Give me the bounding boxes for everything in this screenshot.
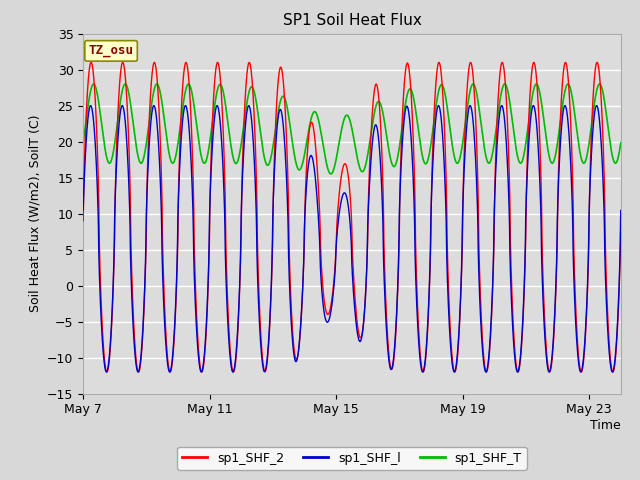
sp1_SHF_l	[410, 182, 417, 188]
sp1_SHF_T	[404, 89, 412, 95]
sp1_SHF_2	[404, 60, 412, 66]
sp1_SHF_2	[87, 60, 95, 65]
Y-axis label: Soil Heat Flux (W/m2), SoilT (C): Soil Heat Flux (W/m2), SoilT (C)	[29, 115, 42, 312]
sp1_SHF_T	[617, 140, 625, 145]
sp1_SHF_l	[191, 298, 199, 304]
sp1_SHF_T	[191, 112, 199, 118]
sp1_SHF_T	[327, 171, 335, 177]
sp1_SHF_2	[463, 82, 471, 88]
sp1_SHF_2	[410, 145, 417, 151]
Text: TZ_osu: TZ_osu	[88, 44, 134, 58]
Text: Time: Time	[590, 419, 621, 432]
sp1_SHF_T	[463, 104, 471, 109]
sp1_SHF_l	[79, 207, 87, 213]
sp1_SHF_2	[79, 218, 87, 224]
Title: SP1 Soil Heat Flux: SP1 Soil Heat Flux	[283, 13, 421, 28]
Line: sp1_SHF_l: sp1_SHF_l	[83, 106, 621, 372]
Legend: sp1_SHF_2, sp1_SHF_l, sp1_SHF_T: sp1_SHF_2, sp1_SHF_l, sp1_SHF_T	[177, 447, 527, 469]
sp1_SHF_2	[191, 281, 199, 287]
sp1_SHF_l	[404, 105, 412, 110]
sp1_SHF_l	[129, 303, 136, 309]
sp1_SHF_l	[617, 207, 625, 213]
sp1_SHF_l	[451, 369, 458, 375]
sp1_SHF_2	[617, 218, 625, 224]
sp1_SHF_T	[90, 81, 97, 87]
sp1_SHF_T	[410, 96, 417, 101]
sp1_SHF_l	[463, 116, 471, 122]
sp1_SHF_2	[165, 366, 173, 372]
sp1_SHF_l	[165, 368, 173, 373]
sp1_SHF_T	[79, 140, 87, 145]
sp1_SHF_2	[129, 287, 136, 292]
Line: sp1_SHF_T: sp1_SHF_T	[83, 84, 621, 174]
sp1_SHF_2	[609, 369, 617, 375]
sp1_SHF_l	[467, 103, 474, 108]
Line: sp1_SHF_2: sp1_SHF_2	[83, 62, 621, 372]
sp1_SHF_T	[165, 150, 173, 156]
sp1_SHF_T	[129, 114, 136, 120]
